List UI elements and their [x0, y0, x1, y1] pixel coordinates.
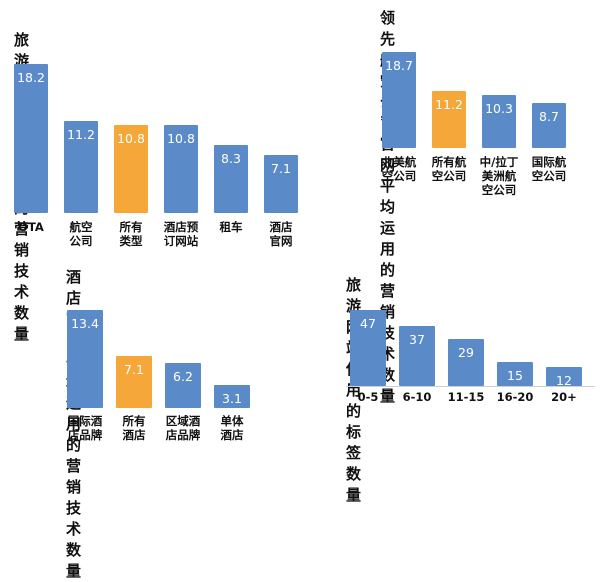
data-label: 18.7 [385, 58, 413, 73]
category-label: 酒店预 订网站 [163, 220, 199, 248]
data-label: 3.1 [222, 391, 242, 407]
bar [532, 103, 566, 148]
bar [67, 310, 103, 408]
bar [482, 95, 516, 148]
bar [214, 145, 248, 213]
bar [116, 356, 152, 408]
bar [432, 90, 466, 148]
category-label: 所有 酒店 [122, 414, 146, 442]
data-label: 6.2 [173, 368, 193, 384]
category-label: 0-5 [357, 390, 379, 404]
x-axis-line [346, 386, 595, 387]
bar [64, 121, 98, 213]
category-label: 租车 [219, 220, 243, 234]
category-label: 11-15 [447, 390, 485, 404]
bar [546, 366, 582, 386]
category-label: 所有 类型 [119, 220, 143, 248]
bar [165, 362, 201, 408]
category-label: 所有航 空公司 [431, 155, 467, 183]
data-label: 10.3 [485, 101, 513, 117]
category-label: 单体 酒店 [220, 414, 244, 442]
bar [497, 361, 533, 386]
bar [399, 326, 435, 386]
bar [164, 124, 198, 213]
bar [214, 385, 250, 408]
category-label: 20+ [551, 390, 577, 404]
data-label: 8.7 [539, 109, 559, 125]
category-label: 国际航 空公司 [531, 155, 567, 183]
data-label: 47 [360, 316, 376, 331]
data-label: 13.4 [71, 316, 99, 331]
category-label: 北美航 空公司 [381, 155, 417, 183]
bar [14, 64, 48, 213]
data-label: 18.2 [17, 70, 45, 85]
data-label: 15 [507, 367, 523, 383]
data-label: 37 [409, 332, 425, 348]
category-label: 航空 公司 [69, 220, 93, 248]
category-label: 酒店 官网 [269, 220, 293, 248]
data-label: 8.3 [221, 151, 241, 167]
category-label: 中/拉丁 美洲航 空公司 [479, 155, 519, 197]
bar [114, 124, 148, 213]
data-label: 7.1 [271, 160, 291, 176]
data-label: 29 [458, 345, 474, 361]
bar [350, 310, 386, 386]
bar [382, 52, 416, 148]
data-label: 7.1 [124, 362, 144, 378]
category-label: 6-10 [402, 390, 432, 404]
category-label: 16-20 [496, 390, 534, 404]
bar [448, 339, 484, 386]
data-label: 10.8 [117, 130, 145, 146]
data-label: 11.2 [435, 96, 463, 112]
data-label: 11.2 [67, 127, 95, 143]
category-label: 区域酒 店品牌 [165, 414, 201, 442]
category-label: OTA [18, 220, 44, 234]
data-label: 12 [556, 372, 572, 388]
bar [264, 154, 298, 213]
category-label: 国际酒 店品牌 [67, 414, 103, 442]
data-label: 10.8 [167, 130, 195, 146]
